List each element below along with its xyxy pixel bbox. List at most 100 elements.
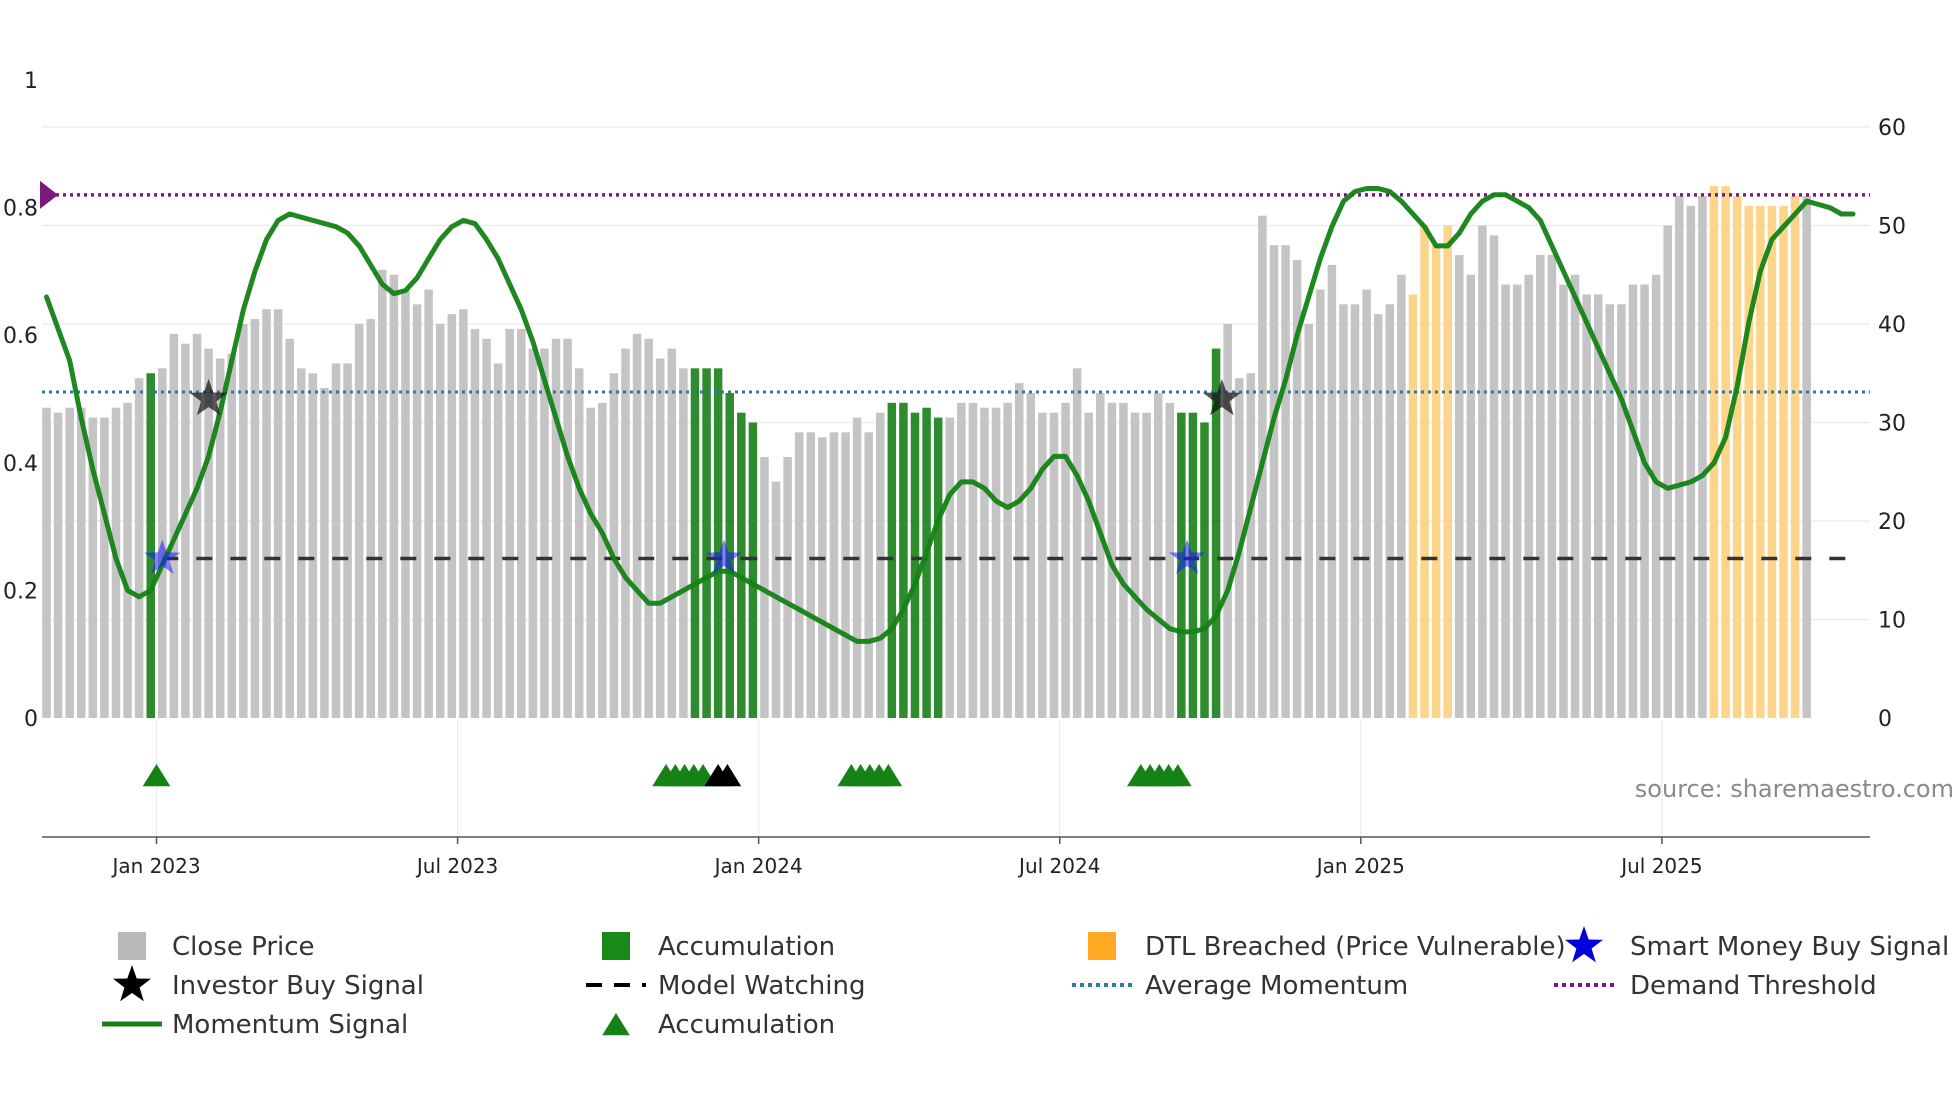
price-bar <box>1570 274 1580 718</box>
price-bar <box>1536 255 1545 719</box>
signal-markers <box>142 379 1241 787</box>
accumulation-bar <box>933 417 943 718</box>
price-bar <box>1651 274 1661 718</box>
price-bar <box>1501 284 1510 718</box>
price-bar <box>401 289 410 718</box>
price-bar <box>1026 392 1036 718</box>
price-bar <box>957 402 966 718</box>
price-bar <box>1512 284 1522 718</box>
price-bar <box>192 333 202 718</box>
price-bar <box>1547 255 1557 719</box>
price-bar <box>1466 274 1476 718</box>
price-bar <box>331 363 341 718</box>
price-bar <box>852 417 862 718</box>
price-bar <box>505 328 514 718</box>
dtl-breached-bar <box>1732 195 1742 718</box>
left-tick-label: 0.2 <box>3 579 38 604</box>
x-tick-label: Jul 2024 <box>1017 854 1100 878</box>
price-bar <box>1628 284 1638 718</box>
legend-item: Accumulation <box>602 932 835 962</box>
price-bar <box>273 309 283 718</box>
dtl-breached-bar <box>1767 205 1777 719</box>
price-bar <box>1304 324 1313 718</box>
legend-label: Close Price <box>172 932 315 962</box>
accumulation-bar <box>1200 422 1209 718</box>
price-bar <box>980 407 989 718</box>
price-bar <box>968 402 978 718</box>
right-tick-label: 20 <box>1878 510 1906 535</box>
price-bar <box>621 348 630 718</box>
price-bar <box>1142 412 1151 718</box>
price-bar <box>53 412 63 718</box>
price-bar <box>760 456 769 718</box>
price-bar <box>1269 245 1279 718</box>
price-bar <box>1385 304 1395 718</box>
price-bar <box>1617 304 1626 718</box>
legend-item: Average Momentum <box>1072 971 1408 1001</box>
accumulation-bar <box>702 368 711 718</box>
legend-label: Model Watching <box>658 971 865 1001</box>
price-bar <box>88 417 98 718</box>
smart-money-buy-signal-star <box>1169 539 1206 574</box>
accumulation-bar <box>922 407 931 718</box>
legend-label: Accumulation <box>658 1010 835 1040</box>
x-tick-label: Jan 2023 <box>110 854 200 878</box>
price-bar <box>598 402 607 718</box>
price-bar <box>493 363 503 718</box>
price-bar <box>1524 274 1533 718</box>
price-bar <box>1003 402 1012 718</box>
price-bar <box>354 324 364 718</box>
price-bar <box>76 407 86 718</box>
price-bar <box>1153 392 1163 718</box>
legend-label: Smart Money Buy Signal <box>1630 932 1949 962</box>
price-bar <box>876 412 885 718</box>
accumulation-bar <box>899 402 908 718</box>
accumulation-bar <box>146 373 155 718</box>
dtl-breached-bar <box>1408 294 1418 718</box>
x-tick-label: Jan 2025 <box>1315 854 1405 878</box>
legend-label: Momentum Signal <box>172 1010 408 1040</box>
smart-money-buy-signal-star <box>144 539 181 574</box>
price-bar <box>1686 205 1696 719</box>
dtl-breached-bar <box>1420 225 1429 718</box>
signal-lines <box>40 180 1870 644</box>
legend-label: Average Momentum <box>1145 971 1408 1001</box>
price-bar <box>123 402 132 718</box>
price-bar <box>412 304 422 718</box>
legend-swatch <box>602 932 630 960</box>
legend-item: Close Price <box>118 932 315 962</box>
legend-triangle-icon <box>602 1013 630 1036</box>
dtl-breached-bar <box>1709 186 1719 719</box>
x-tick-label: Jul 2023 <box>415 854 498 878</box>
price-bar <box>1014 383 1024 718</box>
price-bar <box>215 358 225 718</box>
price-bar <box>1223 324 1232 718</box>
price-bar <box>1675 195 1684 718</box>
x-tick-label: Jan 2024 <box>713 854 803 878</box>
price-bar <box>42 407 51 718</box>
accumulation-bar <box>713 368 723 718</box>
accumulation-bar <box>690 368 700 718</box>
price-bar <box>1802 195 1811 718</box>
price-bar <box>806 432 816 718</box>
price-bar <box>1339 304 1348 718</box>
price-bar <box>308 373 318 718</box>
price-bar <box>1455 255 1464 719</box>
momentum-signal-line <box>44 186 1856 644</box>
price-bar <box>1640 284 1649 718</box>
price-bar <box>644 338 653 718</box>
investor-buy-signal-star <box>1202 379 1241 416</box>
close-price-bars <box>42 186 1811 719</box>
price-bar <box>1049 412 1059 718</box>
price-bar <box>1130 412 1140 718</box>
right-tick-label: 50 <box>1878 215 1906 240</box>
legend-item: Demand Threshold <box>1554 971 1877 1001</box>
left-tick-label: 0.6 <box>3 324 38 349</box>
price-bar <box>1605 304 1615 718</box>
right-tick-label: 60 <box>1878 116 1906 141</box>
price-bar <box>1362 289 1371 718</box>
price-bar <box>528 348 538 718</box>
dtl-breached-bar <box>1790 195 1800 718</box>
left-tick-label: 1 <box>24 69 38 94</box>
left-tick-label: 0 <box>24 707 38 732</box>
